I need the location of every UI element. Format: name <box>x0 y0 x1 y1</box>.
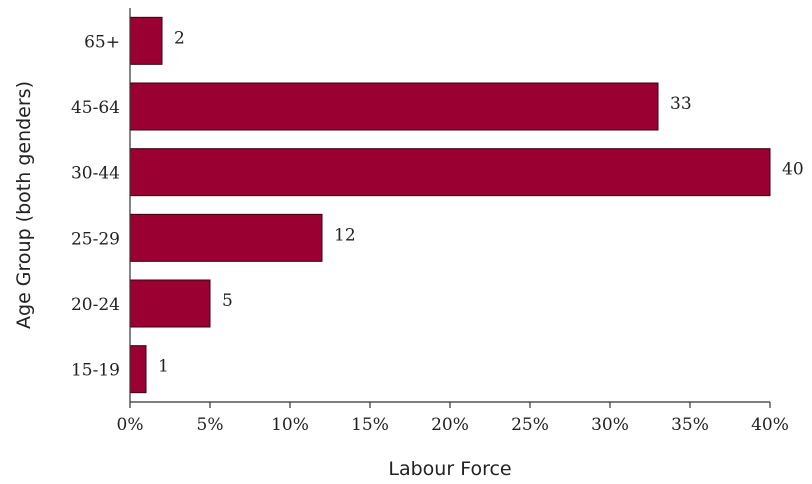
x-tick-label-5: 5% <box>197 415 224 435</box>
y-tick-label-45-64: 45-64 <box>71 98 120 118</box>
y-tick-label-30-44: 30-44 <box>71 164 120 184</box>
data-label-30-44: 40 <box>782 160 804 180</box>
x-tick-label-25: 25% <box>511 415 549 435</box>
bar-65+ <box>129 16 163 65</box>
x-ticks-group: 0% 5% 10% 15% 20% 25% 30% 35% 40% <box>117 402 789 435</box>
data-label-20-24: 5 <box>222 291 233 311</box>
x-tick-label-15: 15% <box>351 415 389 435</box>
y-tick-labels-group: 65+ 45-64 30-44 25-29 20-24 15-19 <box>71 32 120 380</box>
x-tick-label-30: 30% <box>591 415 629 435</box>
data-label-45-64: 33 <box>670 94 692 114</box>
x-tick-label-10: 10% <box>271 415 309 435</box>
bar-15-19 <box>129 345 147 394</box>
bar-30-44 <box>129 148 771 197</box>
x-axis-title: Labour Force <box>388 458 511 480</box>
bar-25-29 <box>129 213 323 262</box>
data-label-65+: 2 <box>174 28 185 48</box>
x-tick-label-0: 0% <box>117 415 144 435</box>
y-tick-label-15-19: 15-19 <box>71 361 120 381</box>
data-label-15-19: 1 <box>158 357 169 377</box>
data-label-25-29: 12 <box>334 225 356 245</box>
bar-20-24 <box>129 279 211 328</box>
x-tick-label-20: 20% <box>431 415 469 435</box>
bars-group <box>129 16 771 394</box>
x-tick-label-35: 35% <box>671 415 709 435</box>
y-tick-label-25-29: 25-29 <box>71 229 120 249</box>
y-tick-label-65+: 65+ <box>84 32 120 52</box>
data-labels-group: 2 33 40 12 5 1 <box>158 28 804 376</box>
bar-45-64 <box>129 82 659 131</box>
x-tick-label-40: 40% <box>751 415 789 435</box>
y-tick-label-20-24: 20-24 <box>71 295 120 315</box>
y-axis-title: Age Group (both genders) <box>13 81 35 329</box>
